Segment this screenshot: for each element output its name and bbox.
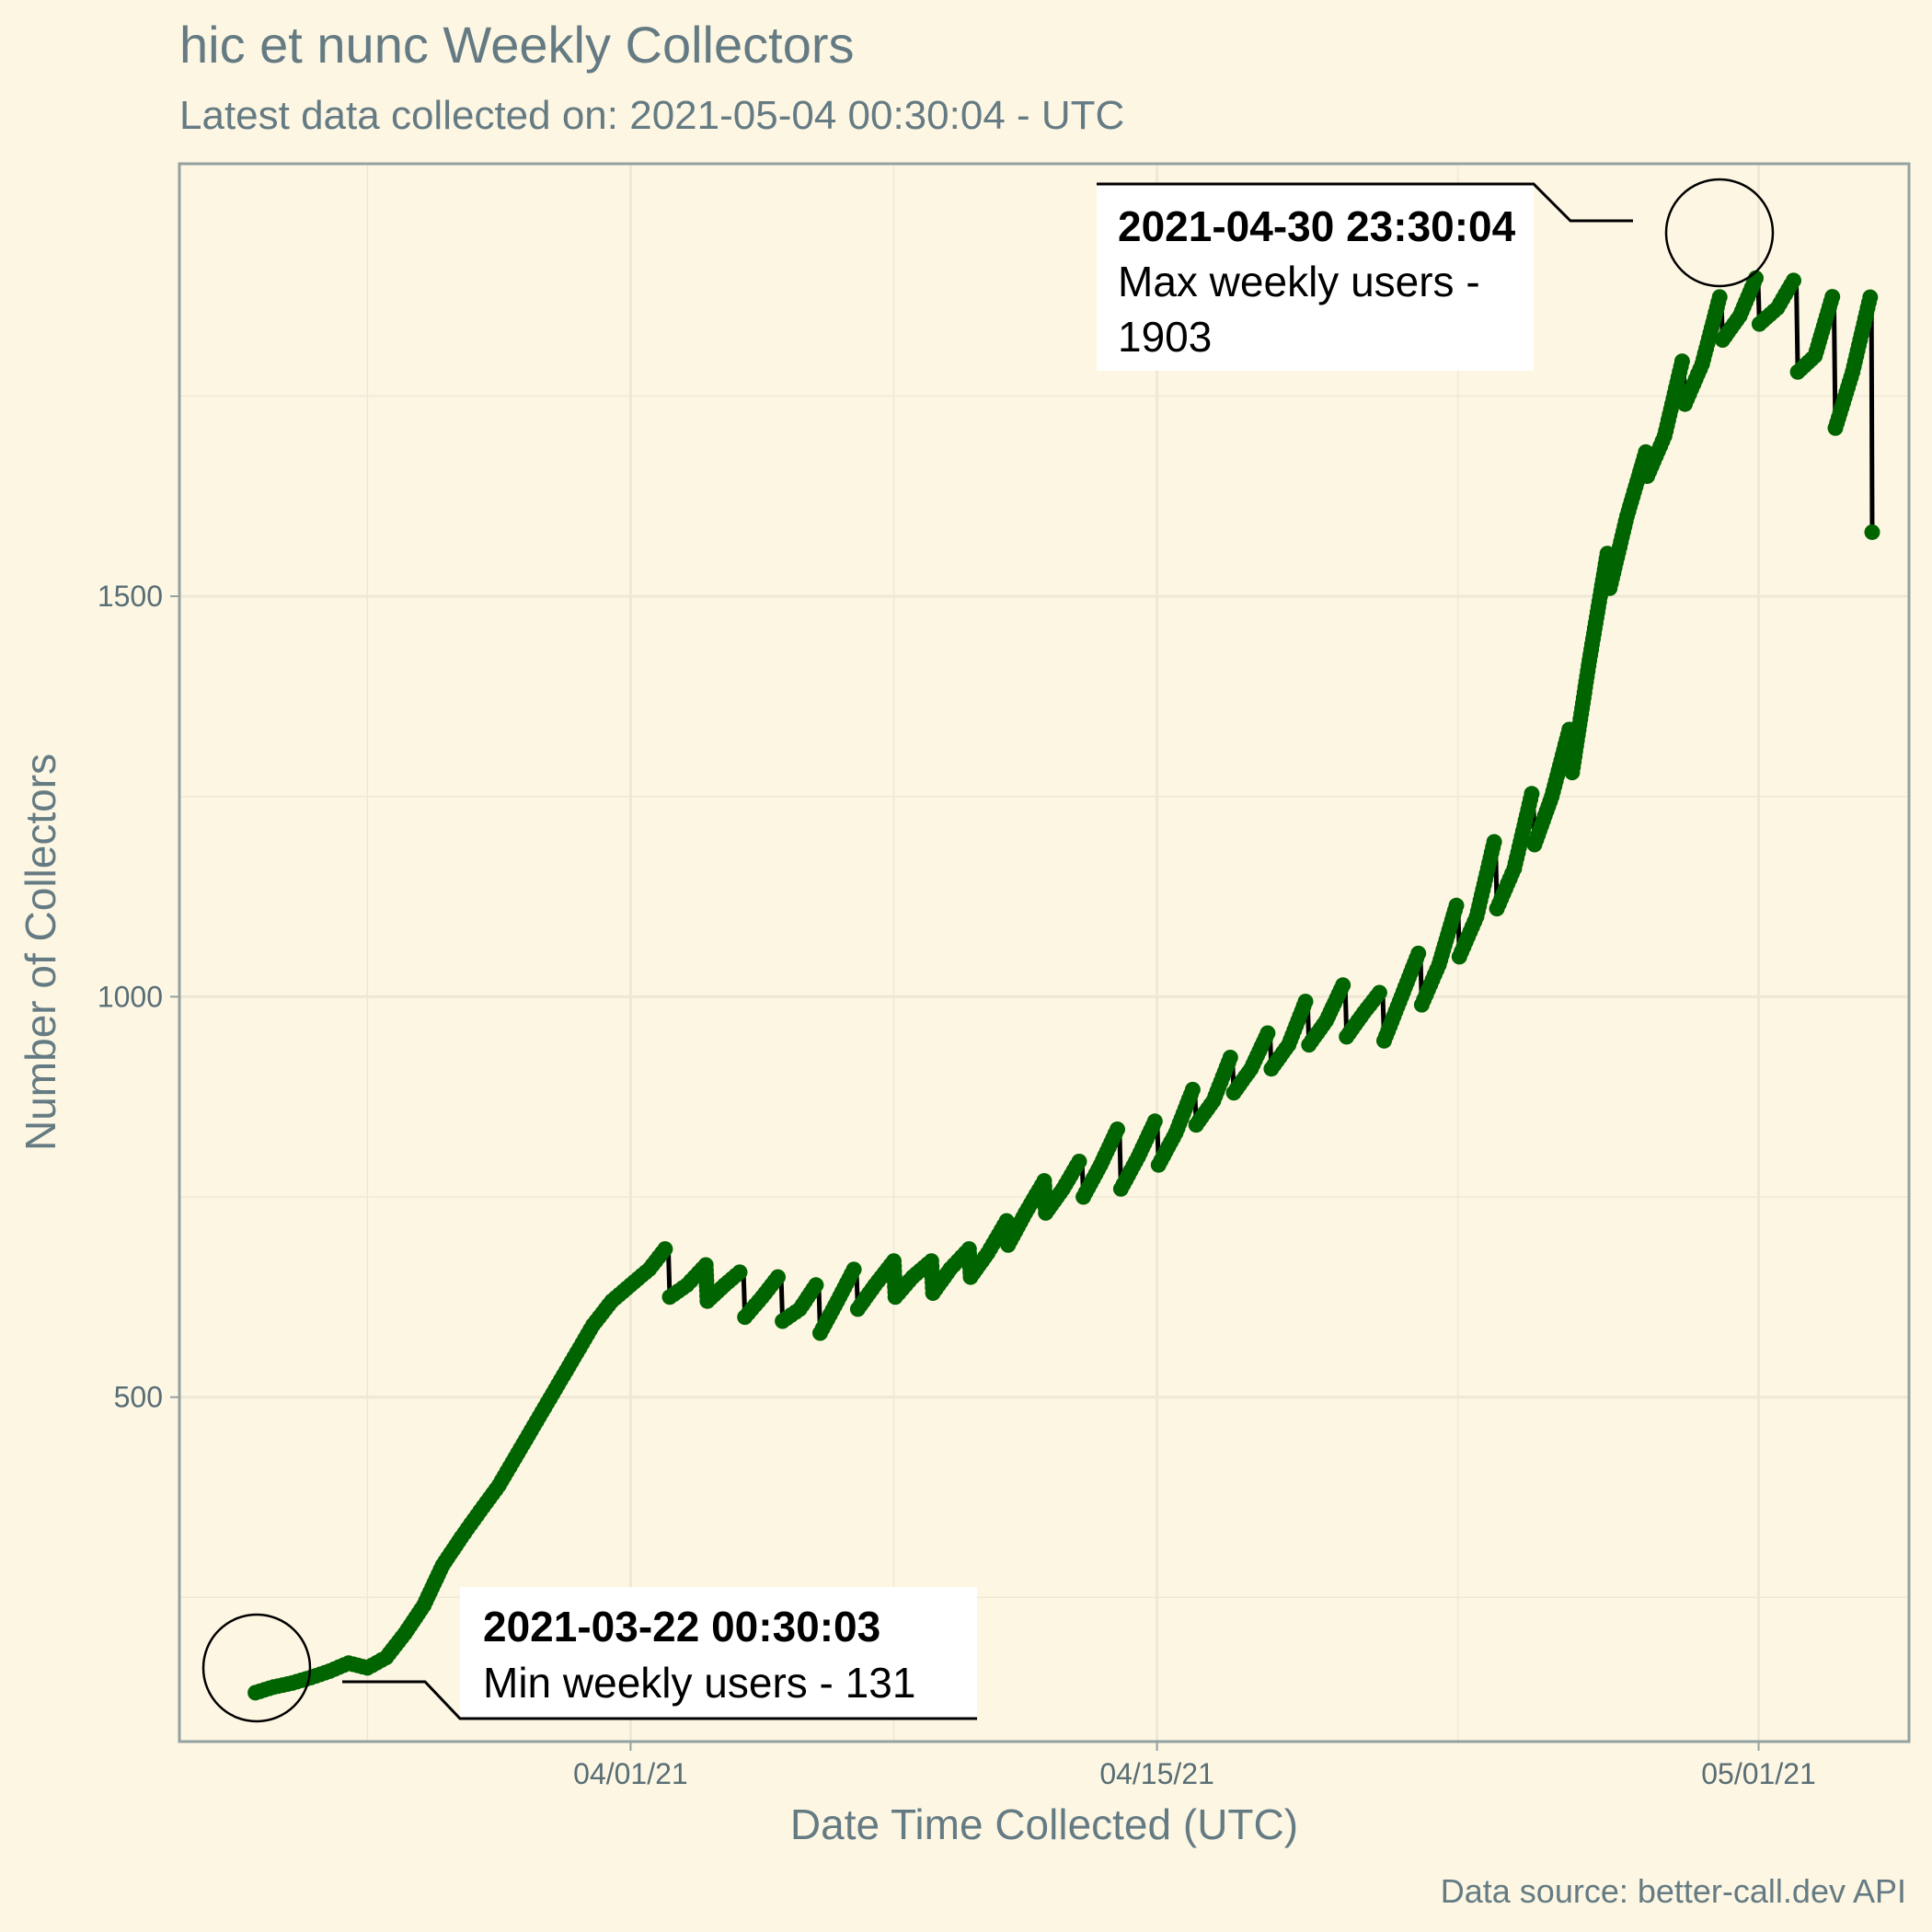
x-tick-label: 04/15/21 <box>1099 1757 1214 1790</box>
chart-subtitle: Latest data collected on: 2021-05-04 00:… <box>179 93 1124 138</box>
data-point <box>1524 786 1540 802</box>
min-annotation: 2021-03-22 00:30:03 Min weekly users - 1… <box>201 1587 977 1723</box>
max-label-text-line1: Max weekly users - <box>1118 258 1480 305</box>
data-point <box>1864 523 1880 540</box>
min-marker-circle <box>201 1613 312 1723</box>
min-label-date: 2021-03-22 00:30:03 <box>483 1603 880 1650</box>
data-point <box>770 1269 786 1285</box>
data-point <box>1222 1050 1238 1065</box>
max-annotation: 2021-04-30 23:30:04 Max weekly users - 1… <box>1097 178 1775 371</box>
data-point <box>1673 353 1690 370</box>
data-point <box>845 1261 862 1278</box>
y-axis-title: Number of Collectors <box>17 753 64 1151</box>
data-point <box>1486 834 1502 850</box>
min-leader-line <box>342 1680 977 1720</box>
max-label-text-line2: 1903 <box>1118 313 1212 361</box>
data-point <box>1259 1025 1276 1041</box>
x-tick-label: 05/01/21 <box>1701 1757 1816 1790</box>
data-point <box>1711 289 1728 305</box>
x-tick-label: 04/01/21 <box>573 1757 688 1790</box>
max-label-date: 2021-04-30 23:30:04 <box>1118 202 1516 250</box>
x-axis-title: Date Time Collected (UTC) <box>790 1800 1298 1848</box>
y-tick-label: 500 <box>114 1381 163 1414</box>
data-point <box>808 1277 824 1294</box>
data-point <box>1824 289 1841 305</box>
chart-caption: Data source: better-call.dev API <box>1441 1872 1906 1910</box>
max-leader-line <box>1097 182 1633 223</box>
y-tick-label: 1000 <box>98 980 163 1013</box>
min-label-box <box>460 1587 977 1719</box>
chart-title: hic et nunc Weekly Collectors <box>179 16 855 74</box>
data-point <box>1862 289 1879 305</box>
data-point <box>1448 897 1465 914</box>
data-point <box>657 1241 673 1258</box>
plot-border <box>178 162 1911 1743</box>
data-point <box>731 1264 748 1281</box>
axes: 04/01/21 04/15/21 05/01/21 500 1000 1500 <box>98 580 1816 1790</box>
y-tick-label: 1500 <box>98 580 163 613</box>
data-point <box>1786 272 1801 289</box>
data-point <box>1335 977 1351 994</box>
data-point <box>1297 994 1314 1010</box>
data-point <box>1184 1081 1201 1098</box>
data-point <box>1146 1113 1163 1130</box>
data-point <box>1110 1121 1125 1137</box>
data-point <box>1071 1154 1087 1169</box>
max-marker-circle <box>1664 178 1775 288</box>
min-label-text: Min weekly users - 131 <box>483 1659 915 1707</box>
data-point <box>1371 984 1387 1001</box>
data-points <box>247 270 1880 1701</box>
data-point <box>1410 945 1427 961</box>
max-label-box <box>1097 184 1534 371</box>
